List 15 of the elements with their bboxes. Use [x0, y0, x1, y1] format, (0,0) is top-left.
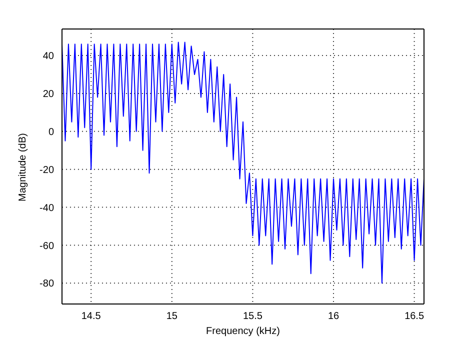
- y-tick-label: 20: [42, 89, 54, 100]
- line-series: [62, 42, 424, 284]
- x-tick-label: 15: [166, 311, 178, 322]
- y-tick-label: 0: [48, 126, 54, 138]
- x-tick-label: 16.5: [404, 311, 424, 322]
- x-tick-label: 15.5: [242, 311, 263, 322]
- x-tick-label: 14.5: [81, 311, 102, 322]
- x-tick-label: 16: [328, 311, 340, 322]
- y-tick-label: -20: [40, 164, 54, 176]
- y-axis-title: Magnitude (dB): [18, 133, 29, 202]
- y-tick-label: 40: [42, 51, 54, 62]
- x-axis-title: Frequency (kHz): [206, 326, 280, 337]
- y-tick-label: -80: [40, 278, 54, 290]
- y-tick-label: -40: [40, 202, 54, 214]
- y-tick-label: -60: [40, 240, 54, 252]
